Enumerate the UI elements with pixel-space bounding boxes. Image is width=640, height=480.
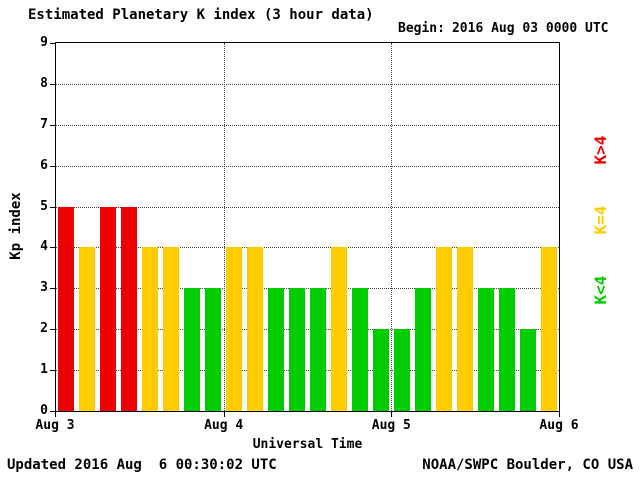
begin-line: Begin: 2016 Aug 03 0000 UTC bbox=[398, 21, 609, 36]
y-gridline bbox=[56, 165, 559, 167]
y-gridline bbox=[56, 370, 559, 372]
kp-bar bbox=[435, 247, 452, 411]
kp-bar bbox=[498, 288, 515, 411]
y-tick-mark bbox=[50, 165, 55, 167]
x-tick-label: Aug 3 bbox=[35, 418, 75, 433]
kp-bar bbox=[184, 288, 201, 411]
legend-item-k-eq-4: K=4 bbox=[591, 205, 610, 235]
y-tick-mark bbox=[50, 288, 55, 290]
kp-bar bbox=[309, 288, 326, 411]
x-tick-label: Aug 6 bbox=[539, 418, 579, 433]
x-axis-title: Universal Time bbox=[252, 437, 363, 452]
y-gridline bbox=[56, 288, 559, 290]
kp-bar bbox=[100, 206, 117, 411]
y-tick-mark bbox=[50, 411, 55, 412]
x-tick-label: Aug 5 bbox=[371, 418, 411, 433]
kp-bar bbox=[226, 247, 243, 411]
kp-bar bbox=[330, 247, 347, 411]
kp-bar bbox=[142, 247, 159, 411]
y-gridline bbox=[56, 124, 559, 126]
y-tick-label: 0 bbox=[40, 403, 48, 418]
kp-bar bbox=[247, 247, 264, 411]
kp-bar bbox=[414, 288, 431, 411]
y-gridline bbox=[56, 329, 559, 331]
y-tick-label: 9 bbox=[40, 35, 48, 50]
plot-area bbox=[55, 42, 560, 412]
y-gridline bbox=[56, 206, 559, 208]
begin-label: Begin: bbox=[398, 21, 445, 36]
y-tick-label: 1 bbox=[40, 362, 48, 378]
x-tick-mark bbox=[55, 412, 56, 417]
x-tick-mark bbox=[559, 412, 560, 417]
y-gridline bbox=[56, 83, 559, 85]
kp-bar bbox=[79, 247, 96, 411]
begin-value: 2016 Aug 03 0000 UTC bbox=[451, 21, 609, 36]
day-gridline bbox=[391, 43, 393, 411]
kp-bar bbox=[205, 288, 222, 411]
legend-item-k-gt-4: K>4 bbox=[591, 135, 610, 165]
credit-text: NOAA/SWPC Boulder, CO USA bbox=[422, 457, 633, 473]
kp-bar bbox=[456, 247, 473, 411]
y-tick-label: 4 bbox=[40, 239, 48, 255]
kp-bar bbox=[393, 329, 410, 411]
kp-bar bbox=[519, 329, 536, 411]
kp-bar bbox=[351, 288, 368, 411]
x-tick-mark bbox=[391, 412, 393, 417]
kp-bar bbox=[121, 206, 138, 411]
y-tick-mark bbox=[50, 43, 55, 44]
y-gridline bbox=[56, 247, 559, 249]
y-tick-label: 7 bbox=[40, 116, 48, 132]
y-tick-mark bbox=[50, 83, 55, 85]
x-tick-label: Aug 4 bbox=[204, 418, 244, 433]
y-tick-label: 8 bbox=[40, 75, 48, 91]
y-tick-mark bbox=[50, 124, 55, 126]
x-tick-mark bbox=[223, 412, 225, 417]
kp-bar bbox=[372, 329, 389, 411]
y-tick-label: 6 bbox=[40, 157, 48, 173]
kp-bar bbox=[540, 247, 557, 411]
day-gridline bbox=[223, 43, 225, 411]
y-tick-mark bbox=[50, 206, 55, 208]
y-tick-mark bbox=[50, 247, 55, 249]
y-tick-label: 3 bbox=[40, 280, 48, 296]
kp-bar bbox=[268, 288, 285, 411]
y-tick-label: 5 bbox=[40, 198, 48, 214]
updated-text: Updated 2016 Aug 6 00:30:02 UTC bbox=[7, 457, 277, 473]
kp-bar bbox=[163, 247, 180, 411]
legend-item-k-lt-4: K<4 bbox=[591, 275, 610, 305]
y-tick-mark bbox=[50, 329, 55, 331]
kp-bar bbox=[477, 288, 494, 411]
y-tick-mark bbox=[50, 370, 55, 372]
y-tick-label: 2 bbox=[40, 321, 48, 337]
chart-title: Estimated Planetary K index (3 hour data… bbox=[28, 7, 374, 23]
kp-bar bbox=[58, 206, 75, 411]
kp-bar bbox=[289, 288, 306, 411]
